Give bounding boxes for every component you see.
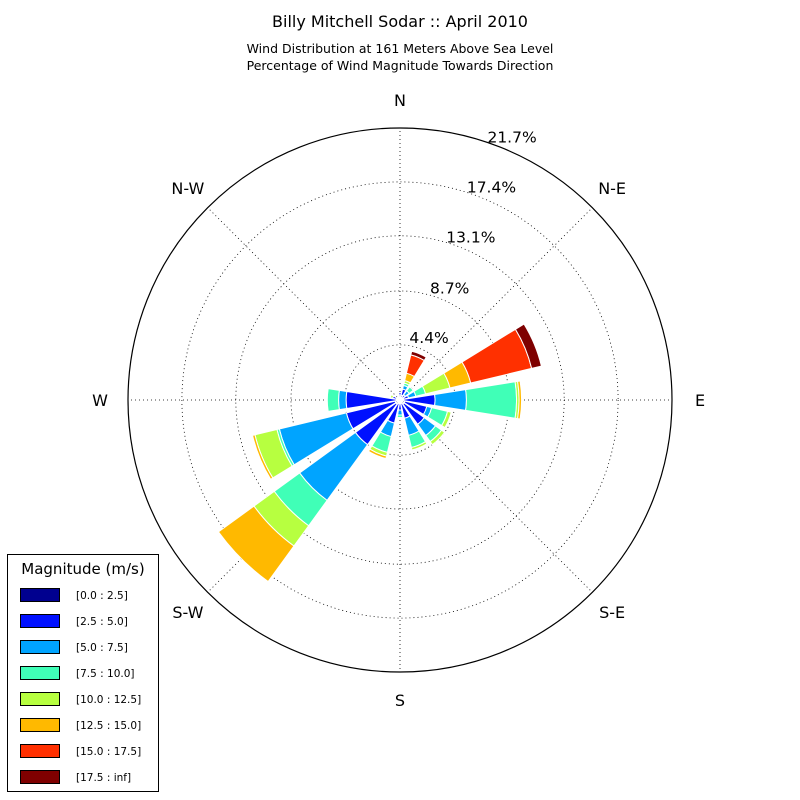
wind-bar-segment: [405, 386, 414, 395]
grid-spoke: [399, 207, 593, 401]
legend-swatch: [20, 718, 60, 732]
legend-swatch: [20, 614, 60, 628]
wind-bar-segment: [338, 389, 348, 411]
legend-label: [7.5 : 10.0]: [76, 668, 135, 680]
radial-tick-label: 21.7%: [487, 129, 536, 147]
legend-swatch: [20, 640, 60, 654]
grid-spoke: [399, 399, 593, 593]
legend-label: [10.0 : 12.5]: [76, 694, 142, 706]
grid-ring: [181, 181, 619, 619]
wind-bar-segment: [217, 505, 295, 583]
radial-tick-label: 17.4%: [467, 179, 516, 197]
legend-swatch: [20, 770, 60, 784]
radial-tick-label: 8.7%: [430, 279, 469, 297]
wind-bar-segment: [465, 381, 518, 419]
legend: Magnitude (m/s) [0.0 : 2.5] [2.5 : 5.0] …: [7, 554, 159, 792]
legend-label: [2.5 : 5.0]: [76, 616, 128, 628]
direction-label: E: [695, 391, 705, 410]
legend-swatch: [20, 744, 60, 758]
wind-bar-segment: [326, 388, 340, 412]
wind-bar-segment: [429, 429, 446, 446]
direction-label: N-E: [598, 179, 626, 198]
legend-swatch: [20, 666, 60, 680]
chart-subtitle-2: Percentage of Wind Magnitude Towards Dir…: [246, 58, 554, 73]
legend-swatch: [20, 588, 60, 602]
wind-bar-segment: [517, 380, 523, 420]
legend-title: Magnitude (m/s): [21, 560, 145, 578]
wind-bar-segment: [367, 448, 388, 460]
wind-bar-segment: [397, 409, 403, 416]
wind-bar-segment: [389, 394, 395, 399]
windrose-bars: [217, 323, 542, 583]
legend-label: [12.5 : 15.0]: [76, 720, 142, 732]
wind-bar-segment: [434, 389, 467, 411]
legend-label: [17.5 : inf]: [76, 772, 132, 784]
direction-label: S: [395, 691, 405, 710]
legend-swatch: [20, 692, 60, 706]
polar-labels: 4.4% 8.7% 13.1% 17.4% 21.7% N N-E E S-E S S-W W N-W: [92, 91, 705, 710]
legend-label: [15.0 : 17.5]: [76, 746, 142, 758]
wind-bar-segment: [397, 395, 401, 401]
grid-spoke: [207, 207, 401, 401]
direction-label: S-W: [172, 603, 203, 622]
wind-bar-segment: [398, 391, 402, 396]
outer-circle: [127, 127, 673, 673]
wind-bar-segment: [514, 323, 542, 370]
wind-bar-segment: [410, 350, 427, 362]
legend-label: [0.0 : 2.5]: [76, 590, 128, 602]
chart-subtitle-1: Wind Distribution at 161 Meters Above Se…: [246, 41, 554, 56]
wind-bar-segment: [251, 434, 274, 480]
direction-label: W: [92, 391, 108, 410]
radial-tick-label: 13.1%: [446, 228, 495, 246]
direction-label: N: [394, 91, 406, 110]
wind-bar-segment: [396, 414, 404, 419]
direction-label: S-E: [599, 603, 625, 622]
wind-bar-segment: [410, 440, 428, 451]
outer-ring: [127, 127, 673, 673]
wind-bar-segment: [440, 410, 452, 429]
direction-label: N-W: [171, 179, 204, 198]
chart-title: Billy Mitchell Sodar :: April 2010: [272, 12, 528, 31]
radial-tick-label: 4.4%: [409, 329, 448, 347]
legend-label: [5.0 : 7.5]: [76, 642, 128, 654]
